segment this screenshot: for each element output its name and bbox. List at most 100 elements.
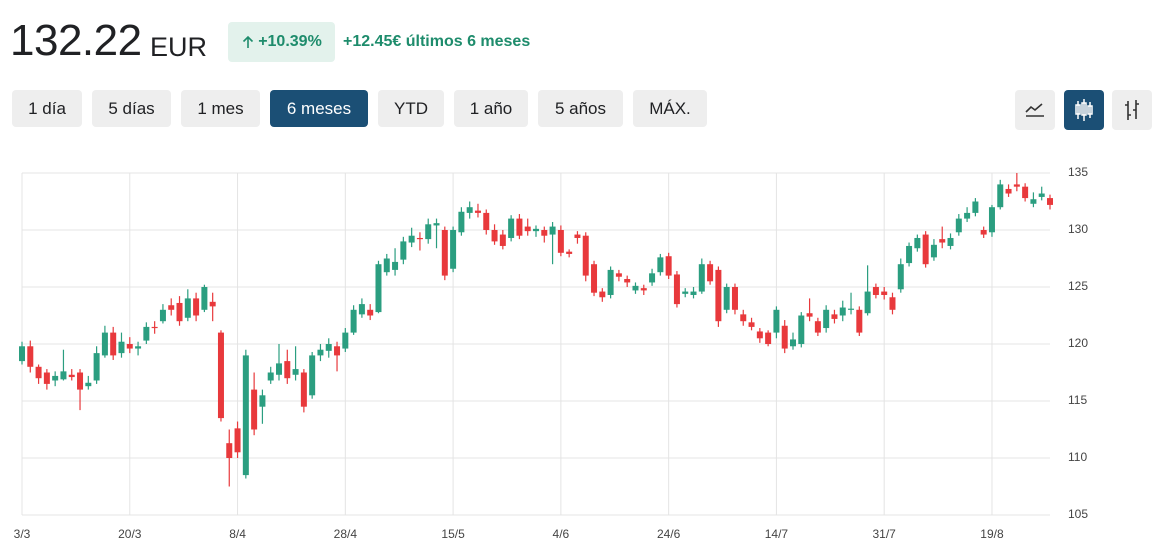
- candle-body: [715, 269, 722, 322]
- candle-body: [101, 332, 108, 356]
- candle-body: [416, 237, 423, 240]
- candle-body: [516, 218, 523, 236]
- candle-body: [201, 287, 208, 310]
- candle-body: [731, 287, 738, 310]
- candle-body: [1038, 193, 1045, 197]
- candle-body: [234, 428, 241, 453]
- range-button[interactable]: MÁX.: [633, 90, 707, 127]
- candle-body: [574, 234, 581, 238]
- candle-body: [226, 443, 233, 458]
- candle-body: [673, 274, 680, 305]
- candle-body: [798, 315, 805, 344]
- candle-body: [698, 264, 705, 292]
- candle-body: [1013, 184, 1020, 187]
- candle-body: [483, 212, 490, 230]
- candle-body: [1005, 188, 1012, 194]
- candle-body: [508, 218, 515, 238]
- candle-body: [939, 239, 946, 243]
- candle-body: [367, 309, 374, 316]
- candle-body: [151, 326, 158, 329]
- y-tick-label: 105: [1068, 507, 1088, 521]
- line-chart-toggle[interactable]: [1015, 90, 1055, 130]
- candle-body: [93, 353, 100, 381]
- candle-chart-toggle[interactable]: [1064, 90, 1104, 130]
- candle-body: [168, 305, 175, 310]
- candle-body: [251, 389, 258, 430]
- y-tick-label: 120: [1068, 336, 1088, 350]
- candle-body: [690, 291, 697, 295]
- up-arrow: [243, 35, 254, 48]
- candle-body: [748, 322, 755, 327]
- candle-body: [325, 344, 332, 351]
- candle-body: [897, 264, 904, 290]
- currency: EUR: [150, 32, 208, 62]
- candle-body: [400, 241, 407, 260]
- candle-body: [632, 285, 639, 291]
- candle-body: [914, 237, 921, 249]
- candle-body: [1022, 186, 1029, 199]
- candle-body: [964, 212, 971, 219]
- candle-body: [839, 307, 846, 316]
- candle-body: [930, 244, 937, 258]
- x-tick-label: 4/6: [553, 527, 570, 541]
- y-tick-label: 115: [1068, 393, 1087, 407]
- change-pct: +10.39%: [258, 33, 322, 50]
- candle-body: [781, 325, 788, 349]
- candle-body: [665, 256, 672, 276]
- candle-body: [392, 261, 399, 270]
- range-button[interactable]: 6 meses: [270, 90, 368, 127]
- candle-body: [110, 332, 117, 356]
- candle-body: [184, 298, 191, 318]
- x-tick-label: 24/6: [657, 527, 681, 541]
- candle-body: [176, 302, 183, 322]
- price: 132.22: [10, 16, 142, 65]
- candle-body: [657, 257, 664, 273]
- candle-body: [334, 346, 341, 356]
- candle-body: [474, 210, 481, 213]
- ohlc-chart-toggle[interactable]: [1112, 90, 1152, 130]
- candle-body: [872, 287, 879, 295]
- y-tick-label: 135: [1068, 165, 1088, 179]
- candle-body: [881, 291, 888, 295]
- candle-body: [848, 308, 855, 310]
- range-button[interactable]: 5 años: [538, 90, 623, 127]
- range-button[interactable]: 1 mes: [181, 90, 260, 127]
- candle-body: [317, 349, 324, 356]
- y-tick-label: 110: [1068, 450, 1087, 464]
- candle-body: [740, 314, 747, 322]
- candle-body: [607, 269, 614, 295]
- candle-body: [955, 218, 962, 233]
- candle-body: [276, 363, 282, 375]
- candle-body: [765, 332, 772, 344]
- candle-body: [723, 287, 730, 310]
- range-button[interactable]: 5 días: [92, 90, 171, 127]
- y-tick-label: 125: [1068, 279, 1088, 293]
- x-tick-label: 15/5: [441, 527, 465, 541]
- candle-body: [831, 314, 838, 319]
- candle-body: [814, 321, 821, 333]
- candle-body: [193, 298, 200, 316]
- candle-body: [441, 230, 448, 276]
- candle-body: [591, 264, 598, 293]
- candle-body: [856, 309, 863, 333]
- candle-body: [823, 309, 830, 329]
- candle-body: [118, 341, 125, 354]
- candle-body: [27, 346, 34, 367]
- candle-body: [259, 395, 266, 407]
- candle-body: [35, 366, 42, 379]
- candle-body: [350, 309, 357, 333]
- candle-body: [773, 309, 780, 333]
- candle-body: [43, 372, 50, 384]
- candle-body: [972, 201, 979, 213]
- candle-body: [1030, 199, 1037, 204]
- candle-icon: [1075, 99, 1093, 121]
- range-button[interactable]: 1 día: [12, 90, 82, 127]
- candle-body: [790, 339, 796, 347]
- candle-body: [433, 223, 440, 226]
- range-button[interactable]: YTD: [378, 90, 444, 127]
- candle-body: [599, 291, 606, 298]
- candle-body: [342, 332, 349, 349]
- range-button[interactable]: 1 año: [454, 90, 528, 127]
- candle-body: [947, 237, 954, 246]
